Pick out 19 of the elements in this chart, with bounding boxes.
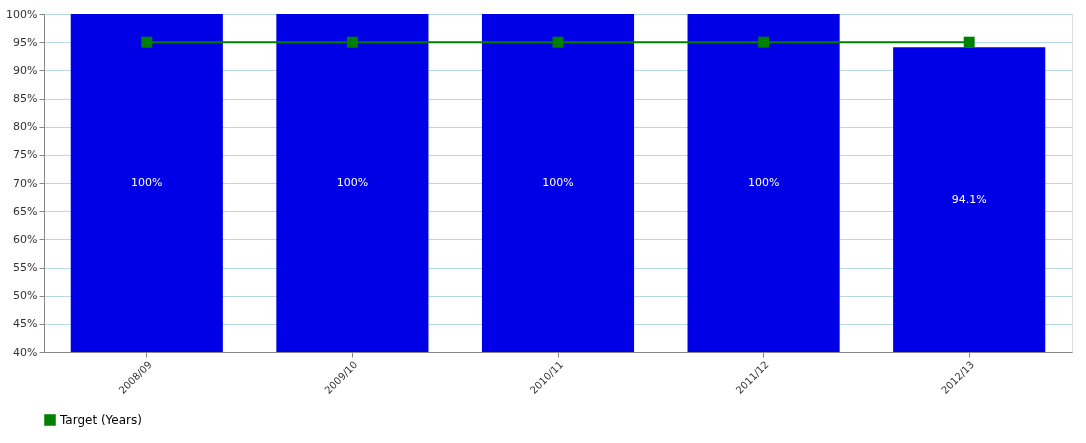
data-label: 100% [747, 176, 780, 189]
y-tick-label: 55% [13, 261, 38, 274]
data-label: 100% [336, 176, 369, 189]
data-label: 94.1% [951, 192, 987, 206]
y-tick-label: 65% [13, 204, 38, 218]
data-label: 100% [542, 176, 574, 189]
y-tick-label: 70% [13, 176, 38, 190]
y-tick-label: 85% [13, 92, 38, 105]
data-label: 100% [131, 176, 163, 189]
y-tick-label: 100% [6, 7, 38, 21]
y-tick-label: 45% [13, 317, 38, 331]
y-tick-label: 60% [13, 232, 38, 246]
y-tick-label: 75% [13, 148, 38, 162]
y-tick-label: 80% [13, 120, 38, 134]
y-tick-label: 95% [13, 35, 38, 49]
y-tick-label: 90% [13, 63, 38, 77]
y-tick-label: 50% [13, 289, 38, 303]
legend-label: Target (Years) [59, 413, 142, 427]
y-tick-label: 40% [13, 345, 38, 359]
